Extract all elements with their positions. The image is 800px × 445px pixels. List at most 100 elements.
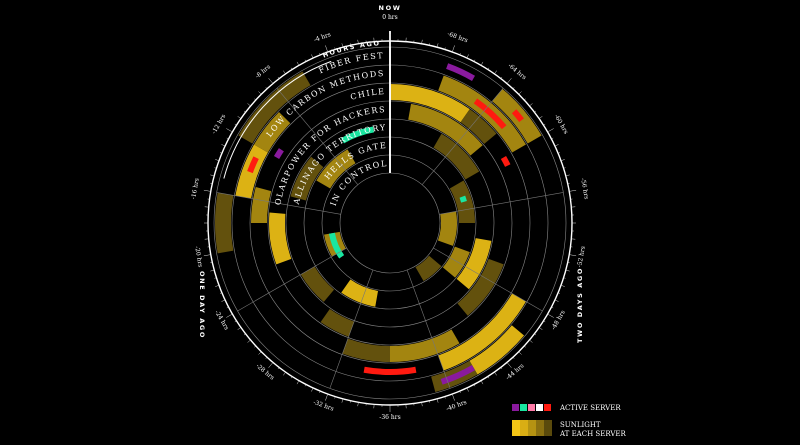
hour-tick <box>554 144 559 147</box>
hour-tick <box>500 367 503 370</box>
hour-tick <box>560 285 565 287</box>
now-hours-label: 0 hrs <box>382 14 398 21</box>
active-server-mark <box>500 156 511 167</box>
hour-tick <box>319 391 321 394</box>
hour-tick <box>466 54 469 59</box>
hour-tick <box>563 277 566 279</box>
hour-tick <box>512 357 515 359</box>
hour-tick <box>203 189 211 192</box>
sunlight-band <box>342 338 390 362</box>
hour-tick <box>290 376 293 379</box>
hour-tick <box>226 137 229 140</box>
hour-tick <box>538 116 543 119</box>
hour-tick <box>565 269 570 272</box>
hour-tick <box>283 70 286 75</box>
hour-label: -60 hrs <box>553 113 570 135</box>
hour-tick <box>234 320 237 323</box>
sunlight-band <box>269 212 292 265</box>
hour-tick <box>268 362 274 368</box>
hour-tick <box>538 327 543 330</box>
hour-tick <box>254 98 256 101</box>
active-server-mark <box>328 232 345 259</box>
hour-tick <box>487 376 490 379</box>
hour-tick <box>247 103 251 107</box>
hour-tick <box>506 362 512 368</box>
hour-spoke <box>433 247 543 312</box>
active-server-mark <box>440 365 475 385</box>
hour-tick <box>569 254 577 257</box>
hour-spoke <box>276 87 359 185</box>
active-server-mark <box>247 156 259 174</box>
hours-ago-arrow <box>223 60 332 179</box>
hour-tick <box>529 339 533 343</box>
hour-tick <box>265 357 268 359</box>
hour-tick <box>473 59 476 62</box>
hour-tick <box>357 402 359 407</box>
hour-tick <box>554 299 559 302</box>
hour-tick <box>452 45 455 53</box>
legend-active-server: ACTIVE SERVER <box>559 404 621 412</box>
sunlight-band <box>456 238 492 290</box>
one-day-ago-label: ONE DAY AGO <box>198 271 206 339</box>
hour-tick <box>215 285 220 287</box>
active-server-mark <box>273 148 284 159</box>
hour-tick <box>243 333 246 336</box>
hour-tick <box>459 391 461 394</box>
hour-tick <box>234 123 237 126</box>
sunlight-band <box>341 279 379 307</box>
sunlight-band <box>320 309 355 337</box>
two-days-ago-label: TWO DAYS AGO <box>576 267 584 343</box>
hour-tick <box>214 167 217 169</box>
hour-tick <box>226 306 229 309</box>
hour-label: -40 hrs <box>445 399 467 413</box>
hour-tick <box>254 345 256 348</box>
hour-label: -64 hrs <box>507 62 528 81</box>
ring-label: CHILE <box>349 87 385 102</box>
hour-tick <box>319 52 321 55</box>
sunlight-band <box>415 255 442 282</box>
hour-label: -16 hrs <box>190 178 201 200</box>
hour-tick <box>565 174 570 177</box>
legend-sunlight-line1: SUNLIGHT <box>560 421 601 429</box>
hour-label: -12 hrs <box>211 113 228 135</box>
hour-label: -48 hrs <box>550 309 567 331</box>
hour-tick <box>473 384 476 387</box>
hour-spoke <box>421 87 504 185</box>
hour-tick <box>341 398 344 403</box>
active-server-mark <box>446 63 475 81</box>
active-server-mark <box>341 126 375 144</box>
hour-tick <box>551 137 554 140</box>
hour-tick <box>534 110 537 113</box>
hour-tick <box>226 128 233 133</box>
hour-label: -20 hrs <box>193 246 204 268</box>
hour-tick <box>219 152 222 154</box>
hour-tick <box>459 52 461 55</box>
ring-grid <box>203 31 577 412</box>
hour-tick <box>334 47 336 50</box>
sunlight-band <box>438 75 526 153</box>
hour-label: -44 hrs <box>505 362 526 381</box>
hour-tick <box>341 43 344 48</box>
hour-tick <box>518 91 522 95</box>
active-server-mark <box>473 98 507 130</box>
hour-tick <box>210 269 215 272</box>
sunlight-band <box>438 293 526 371</box>
hour-label: -8 hrs <box>254 63 272 80</box>
hour-tick <box>219 292 222 294</box>
hour-tick <box>547 128 554 133</box>
sunlight-band <box>457 258 504 316</box>
hour-tick <box>452 393 455 401</box>
hour-tick <box>563 167 566 169</box>
hour-tick <box>221 299 226 302</box>
hour-tick <box>436 398 439 403</box>
hour-label: -28 hrs <box>255 362 276 381</box>
sunlight-band <box>437 211 457 246</box>
hour-tick <box>518 351 522 355</box>
sunlight-band <box>390 329 460 362</box>
hour-label: -52 hrs <box>576 246 587 268</box>
sunlight-band <box>251 187 272 223</box>
hour-label: -56 hrs <box>579 178 590 200</box>
active-server-mark <box>511 109 524 123</box>
hour-tick <box>547 313 554 318</box>
hour-tick <box>534 333 537 336</box>
